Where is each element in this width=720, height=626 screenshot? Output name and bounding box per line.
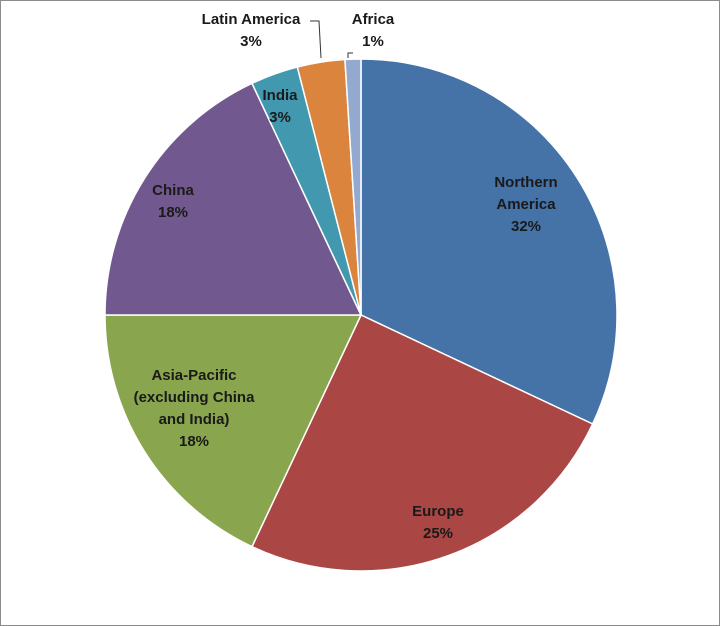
pie-slice bbox=[344, 58, 362, 316]
slice-label: Europe 25% bbox=[412, 501, 464, 545]
slice-name: Latin America bbox=[201, 11, 301, 28]
slice-name: Asia-Pacific (excluding China and India) bbox=[133, 367, 255, 428]
slice-name: Europe bbox=[412, 503, 464, 520]
slice-name: Northern America bbox=[494, 174, 558, 213]
pie-slice bbox=[104, 82, 363, 316]
slice-label: Asia-Pacific (excluding China and India)… bbox=[127, 365, 262, 453]
slice-label: Latin America 3% bbox=[202, 9, 301, 53]
slice-value: 18% bbox=[157, 204, 189, 221]
pie-slice bbox=[251, 314, 594, 572]
leader-line bbox=[310, 20, 322, 59]
slice-value: 3% bbox=[240, 33, 262, 50]
slice-value: 3% bbox=[269, 109, 291, 126]
slice-label: Northern America 32% bbox=[476, 172, 576, 238]
slice-name: China bbox=[152, 182, 194, 199]
slice-value: 25% bbox=[422, 525, 454, 542]
leader-line bbox=[347, 52, 353, 58]
slice-value: 1% bbox=[362, 33, 384, 50]
pie-slice bbox=[104, 314, 363, 548]
slice-value: 18% bbox=[178, 433, 210, 450]
slice-label: India 3% bbox=[262, 85, 297, 129]
slice-name: India bbox=[262, 87, 298, 104]
slice-label: China 18% bbox=[152, 180, 194, 224]
pie-slice bbox=[360, 58, 618, 425]
slice-label: Africa 1% bbox=[352, 9, 395, 53]
slice-name: Africa bbox=[351, 11, 395, 28]
slice-value: 32% bbox=[510, 218, 542, 235]
